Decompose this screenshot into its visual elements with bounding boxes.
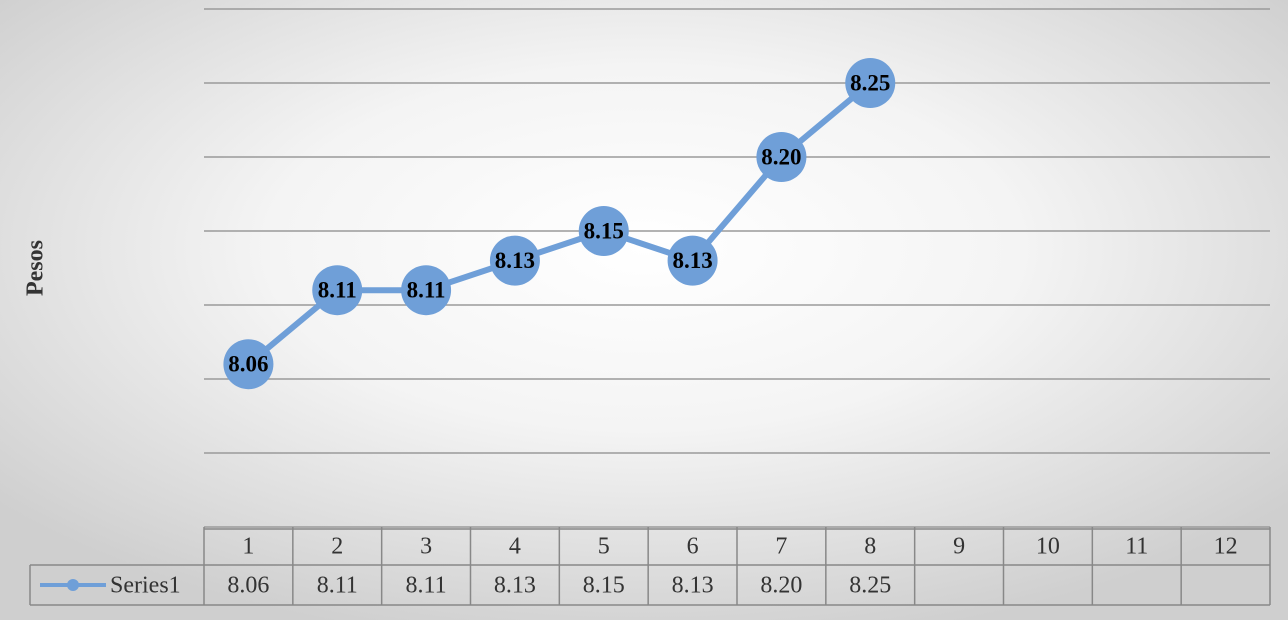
x-tick-label: 6: [687, 534, 699, 560]
x-tick-label: 10: [1036, 534, 1060, 560]
legend-marker: [67, 579, 79, 591]
table-value: 8.11: [406, 573, 447, 599]
table-value: 8.13: [494, 573, 536, 599]
x-tick-label: 2: [331, 534, 343, 560]
x-tick-label: 7: [775, 534, 787, 560]
data-label: 8.11: [318, 277, 357, 302]
x-tick-label: 11: [1125, 534, 1148, 560]
table-value: 8.15: [583, 573, 625, 599]
x-tick-label: 8: [864, 534, 876, 560]
x-tick-label: 4: [509, 534, 521, 560]
data-label: 8.20: [761, 144, 801, 169]
marker: [223, 339, 274, 390]
y-axis-title: Pesos: [23, 240, 49, 296]
table-value: 8.25: [849, 573, 891, 599]
x-tick-label: 9: [953, 534, 965, 560]
table-value: 8.13: [672, 573, 714, 599]
x-tick-label: 1: [242, 534, 254, 560]
x-tick-label: 12: [1214, 534, 1238, 560]
marker: [489, 235, 540, 286]
marker: [312, 265, 363, 316]
table-value: 8.20: [760, 573, 802, 599]
legend-label: Series1: [110, 573, 181, 599]
table-value: 8.06: [227, 573, 269, 599]
marker: [845, 58, 896, 108]
marker: [667, 235, 718, 286]
data-label: 8.13: [495, 248, 535, 273]
x-tick-label: 5: [598, 534, 610, 560]
marker: [756, 132, 807, 182]
data-label: 8.25: [850, 70, 890, 95]
table-value: 8.11: [317, 573, 358, 599]
data-label: 8.06: [228, 351, 268, 376]
x-tick-label: 3: [420, 534, 432, 560]
data-label: 8.15: [584, 218, 624, 243]
marker: [401, 265, 452, 316]
marker: [578, 206, 629, 256]
data-label: 8.13: [672, 248, 712, 273]
data-label: 8.11: [407, 277, 446, 302]
